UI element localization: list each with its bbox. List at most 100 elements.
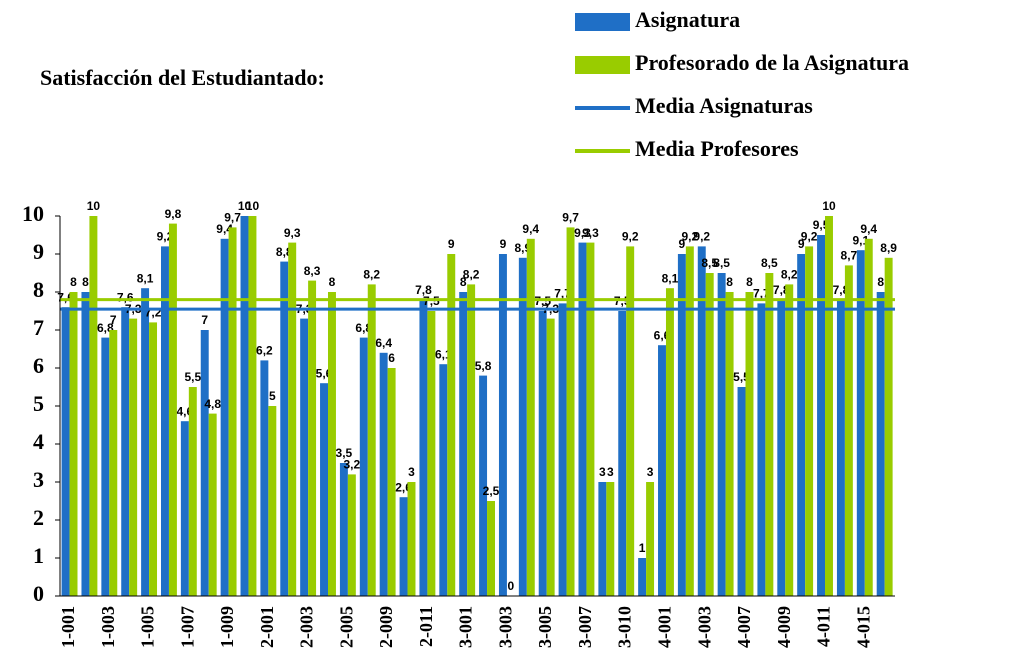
bar: [220, 238, 229, 597]
data-label: 9,2: [801, 230, 818, 244]
data-label: 9,3: [284, 226, 301, 240]
bar: [825, 216, 833, 596]
data-label: 3,5: [336, 446, 353, 460]
data-label: 8: [726, 275, 733, 289]
data-label: 9: [679, 237, 686, 251]
legend-swatch: [575, 56, 630, 74]
x-tick-label: 1-007: [177, 606, 197, 648]
legend-label: Media Asignaturas: [635, 93, 813, 118]
data-label: 5,5: [184, 370, 201, 384]
bar: [149, 322, 158, 596]
x-tick-label: 4-009: [774, 606, 794, 648]
data-label: 9,2: [693, 230, 710, 244]
x-tick-label: 1-009: [217, 606, 237, 648]
data-label: 9,4: [860, 222, 877, 236]
bar: [697, 246, 706, 596]
bar: [546, 318, 555, 596]
data-label: 7,5: [423, 294, 440, 308]
bar: [598, 482, 607, 596]
bar: [180, 421, 189, 596]
y-tick-label: 5: [33, 391, 44, 416]
bar: [757, 303, 766, 596]
bar: [737, 387, 746, 596]
bar: [725, 292, 734, 596]
bar: [777, 299, 786, 596]
data-label: 8,1: [662, 271, 679, 285]
bar: [387, 368, 396, 596]
legend-swatch: [575, 13, 630, 31]
x-tick-label: 3-007: [575, 606, 595, 648]
bar: [188, 387, 197, 596]
legend-label: Media Profesores: [635, 136, 799, 161]
bar: [677, 254, 686, 596]
data-label: 8,1: [137, 271, 154, 285]
data-label: 9,2: [622, 230, 639, 244]
data-label: 8,5: [713, 256, 730, 270]
bar: [280, 261, 289, 596]
bar: [586, 242, 595, 596]
bar: [121, 307, 130, 596]
data-label: 8,2: [463, 268, 480, 282]
bar: [268, 406, 277, 596]
bar: [89, 216, 98, 596]
data-label: 6: [388, 351, 395, 365]
bar: [320, 383, 328, 596]
bar: [566, 227, 575, 596]
bar: [308, 280, 317, 596]
y-tick-label: 0: [33, 581, 44, 606]
data-label: 0: [508, 579, 515, 593]
bar: [129, 318, 138, 596]
bar: [459, 292, 468, 596]
bar: [339, 463, 348, 596]
data-label: 5,8: [475, 359, 492, 373]
bar: [538, 311, 547, 596]
bar: [347, 474, 356, 596]
data-label: 4,8: [204, 397, 221, 411]
y-tick-label: 2: [33, 505, 44, 530]
x-tick-label: 3-005: [535, 606, 555, 648]
bar: [300, 318, 309, 596]
bar: [765, 273, 774, 596]
data-label: 8,5: [761, 256, 778, 270]
x-tick-label: 1-003: [98, 606, 118, 648]
bar: [61, 307, 70, 596]
bar: [240, 216, 249, 596]
data-label: 3: [607, 465, 614, 479]
bar: [805, 246, 814, 596]
x-tick-label: 4-015: [853, 606, 873, 648]
data-label: 7,8: [415, 283, 432, 297]
chart-title: Satisfacción del Estudiantado:: [40, 65, 325, 90]
bar: [101, 337, 110, 596]
y-tick-label: 6: [33, 353, 44, 378]
data-label: 6,4: [375, 336, 392, 350]
data-label: 8: [746, 275, 753, 289]
data-label: 2,5: [483, 484, 500, 498]
bar: [817, 235, 826, 596]
bar: [844, 265, 853, 596]
bar: [638, 558, 647, 596]
data-label: 8,3: [304, 264, 321, 278]
data-label: 9,3: [582, 226, 599, 240]
data-label: 7: [110, 313, 117, 327]
bar: [884, 257, 893, 596]
legend-label: Profesorado de la Asignatura: [635, 50, 909, 75]
x-tick-label: 4-011: [814, 606, 834, 647]
data-label: 1: [639, 541, 646, 555]
bar: [248, 216, 257, 596]
data-label: 8: [329, 275, 336, 289]
y-tick-label: 1: [33, 543, 44, 568]
data-label: 8,5: [701, 256, 718, 270]
data-label: 8: [460, 275, 467, 289]
data-label: 8: [82, 275, 89, 289]
bar: [498, 254, 507, 596]
bar: [467, 284, 476, 596]
bar: [160, 246, 169, 596]
bar: [876, 292, 885, 596]
y-tick-label: 10: [22, 201, 44, 226]
data-label: 7: [201, 313, 208, 327]
bar: [864, 238, 873, 597]
bar: [168, 223, 177, 596]
bar: [785, 284, 794, 596]
bar: [606, 482, 615, 596]
